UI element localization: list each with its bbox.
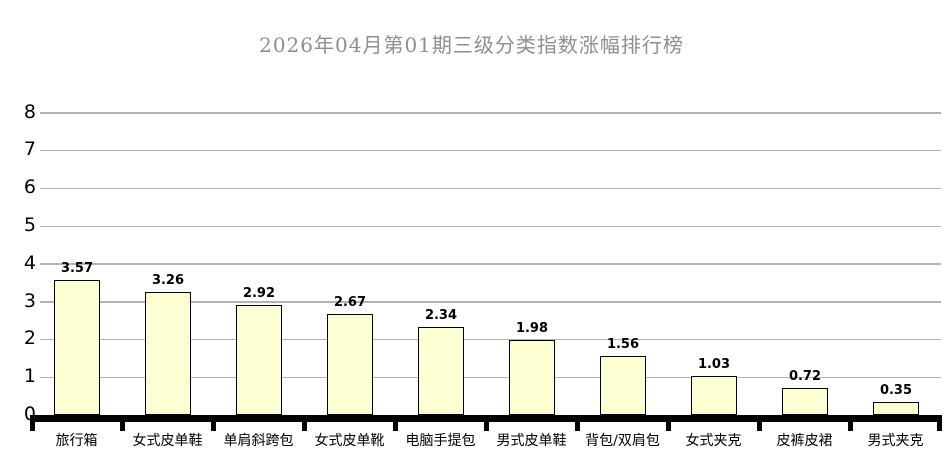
x-axis-label: 男式皮单鞋 <box>496 433 567 449</box>
gridline <box>40 263 941 265</box>
x-axis-tick <box>393 422 398 431</box>
y-axis-tick-label: 6 <box>23 176 36 199</box>
bar-value-label: 0.35 <box>879 383 913 398</box>
bar <box>509 340 555 415</box>
x-axis-tick <box>666 422 671 431</box>
bar <box>600 356 646 415</box>
x-axis-label: 女式皮单鞋 <box>132 433 203 449</box>
y-axis-tick-label: 5 <box>23 214 36 236</box>
x-axis-label: 男式夹克 <box>867 433 924 449</box>
bar <box>236 305 282 415</box>
x-axis-label: 旅行箱 <box>55 433 98 449</box>
x-axis-tick <box>120 422 125 431</box>
bar-value-label: 1.03 <box>697 357 731 372</box>
gridline <box>40 301 941 303</box>
y-axis-tick-label: 3 <box>23 289 36 312</box>
x-axis-label: 女式夹克 <box>685 433 742 449</box>
bar <box>327 314 373 415</box>
x-axis-label: 单肩斜跨包 <box>223 433 294 449</box>
x-axis-tick <box>575 422 580 431</box>
x-axis-tick <box>484 422 489 431</box>
bar-value-label: 3.57 <box>60 261 94 276</box>
x-axis-tick <box>211 422 216 431</box>
y-axis-tick-label: 4 <box>23 251 36 274</box>
bar <box>54 280 100 415</box>
x-axis-label: 背包/双肩包 <box>585 433 660 449</box>
gridline <box>40 376 941 379</box>
x-axis-line <box>30 415 942 422</box>
bar-value-label: 2.92 <box>242 286 276 301</box>
bar-value-label: 2.34 <box>424 308 458 323</box>
x-axis-tick <box>757 422 762 431</box>
bar-value-label: 0.72 <box>788 369 822 384</box>
x-axis-tick <box>937 422 942 431</box>
y-axis-tick-label: 8 <box>23 100 36 123</box>
bar <box>782 388 828 415</box>
y-axis-tick-label: 7 <box>23 138 36 161</box>
gridline <box>40 187 941 190</box>
bar-value-label: 3.26 <box>151 273 185 288</box>
bar <box>145 292 191 415</box>
gridline <box>40 225 941 227</box>
x-axis-label: 皮裤皮裙 <box>776 433 833 449</box>
gridline <box>40 149 941 152</box>
x-axis-tick <box>30 422 35 431</box>
bar-value-label: 1.56 <box>606 337 640 352</box>
y-axis-tick-label: 2 <box>23 327 36 350</box>
x-axis-label: 女式皮单靴 <box>314 433 385 449</box>
gridline <box>40 112 941 114</box>
bar-value-label: 2.67 <box>333 295 367 310</box>
x-axis-label: 电脑手提包 <box>405 433 476 449</box>
x-axis-tick <box>848 422 853 431</box>
bar <box>418 327 464 415</box>
chart-title: 2026年04月第01期三级分类指数涨幅排行榜 <box>259 33 684 57</box>
bar <box>691 376 737 415</box>
y-axis-tick-label: 1 <box>23 365 36 388</box>
bar <box>873 402 919 415</box>
x-axis-tick <box>302 422 307 431</box>
gridline <box>40 338 941 341</box>
bar-value-label: 1.98 <box>515 321 549 336</box>
